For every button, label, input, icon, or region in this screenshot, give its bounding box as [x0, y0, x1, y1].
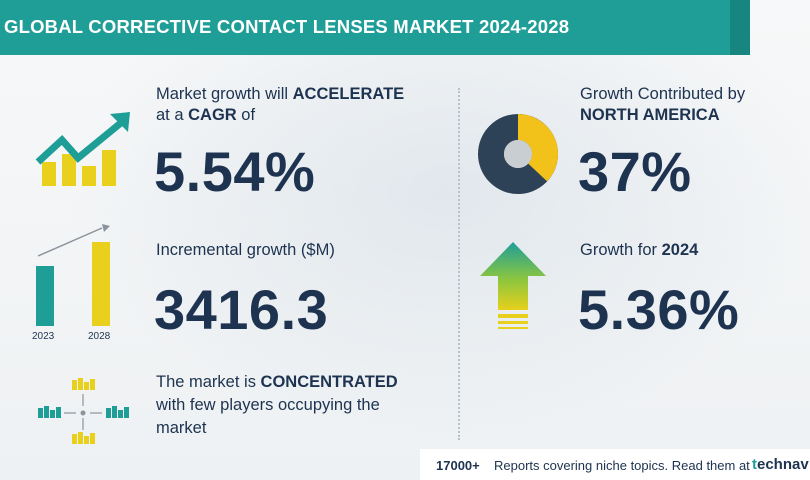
- year-growth-value: 5.36%: [578, 278, 740, 341]
- concentration-icon: [38, 378, 129, 444]
- page-title: GLOBAL CORRECTIVE CONTACT LENSES MARKET …: [4, 16, 570, 37]
- header-banner: [0, 0, 748, 55]
- region-label-line2: NORTH AMERICA: [580, 106, 720, 124]
- concentration-line1: The market is CONCENTRATED: [156, 373, 398, 391]
- brand-name: echnav: [757, 456, 809, 473]
- growth-chart-icon: [35, 112, 130, 186]
- cagr-value: 5.54%: [154, 140, 316, 203]
- year-growth-label: Growth for 2024: [580, 241, 699, 259]
- incremental-label: Incremental growth ($M): [156, 241, 335, 259]
- header-accent: [730, 0, 750, 55]
- brand-mark-icon: t: [752, 456, 757, 473]
- region-label-line1: Growth Contributed by: [580, 85, 746, 103]
- region-value: 37%: [578, 140, 692, 203]
- donut-share-arc: [517, 114, 558, 182]
- concentration-line2: with few players occupying the: [156, 396, 380, 414]
- cagr-label-line2: at a CAGR of: [156, 106, 256, 124]
- footer-text: Reports covering niche topics. Read them…: [494, 458, 750, 473]
- footer-bar: [420, 449, 810, 480]
- incremental-value: 3416.3: [154, 278, 329, 341]
- year-label-2023: 2023: [32, 331, 55, 342]
- up-arrow-icon: [480, 242, 546, 329]
- concentration-line3: market: [156, 419, 207, 437]
- column-divider: [458, 88, 460, 440]
- brand-logo[interactable]: technav: [752, 456, 809, 473]
- cagr-label-line1: Market growth will ACCELERATE: [156, 85, 405, 103]
- region-donut-icon: [478, 114, 558, 194]
- year-label-2028: 2028: [88, 331, 111, 342]
- incremental-bars-icon: [36, 224, 110, 326]
- footer-report-count: 17000+: [436, 458, 480, 473]
